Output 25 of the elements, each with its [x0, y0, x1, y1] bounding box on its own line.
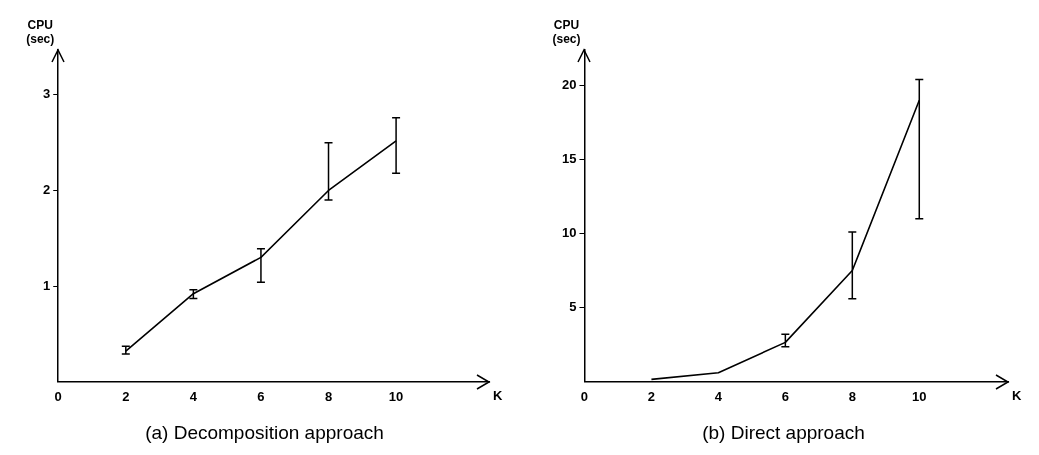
y-tick-label: 3 — [43, 86, 51, 102]
x-tick-label: 4 — [714, 388, 723, 404]
x-tick-label: 2 — [647, 388, 656, 404]
x-tick-label: 2 — [122, 388, 130, 404]
x-tick-label: 10 — [912, 388, 927, 404]
x-tick-label: 0 — [54, 388, 62, 404]
y-axis-title: CPU (sec) — [26, 18, 55, 47]
y-tick-label: 1 — [43, 277, 51, 293]
x-axis-title: K — [1012, 387, 1022, 403]
x-axis-title: K — [493, 387, 503, 403]
x-tick-label: 8 — [848, 388, 856, 404]
x-tick-label: 8 — [324, 388, 333, 404]
y-tick-label: 2 — [43, 182, 51, 198]
y-tick-label: 20 — [561, 77, 577, 93]
x-tick-label: 10 — [388, 388, 404, 404]
text: (b) Direct approach — [702, 421, 865, 443]
y-tick-label: 5 — [569, 299, 577, 315]
y-tick-label: 10 — [561, 225, 577, 241]
x-tick-label: 6 — [257, 388, 265, 404]
y-axis-title: CPU (sec) — [552, 18, 581, 47]
text: (a) Decomposition approach — [145, 421, 384, 443]
x-tick-label: 4 — [189, 388, 198, 404]
y-tick-label: 15 — [561, 151, 577, 167]
x-tick-label: 0 — [580, 388, 589, 404]
x-tick-label: 6 — [781, 388, 789, 404]
